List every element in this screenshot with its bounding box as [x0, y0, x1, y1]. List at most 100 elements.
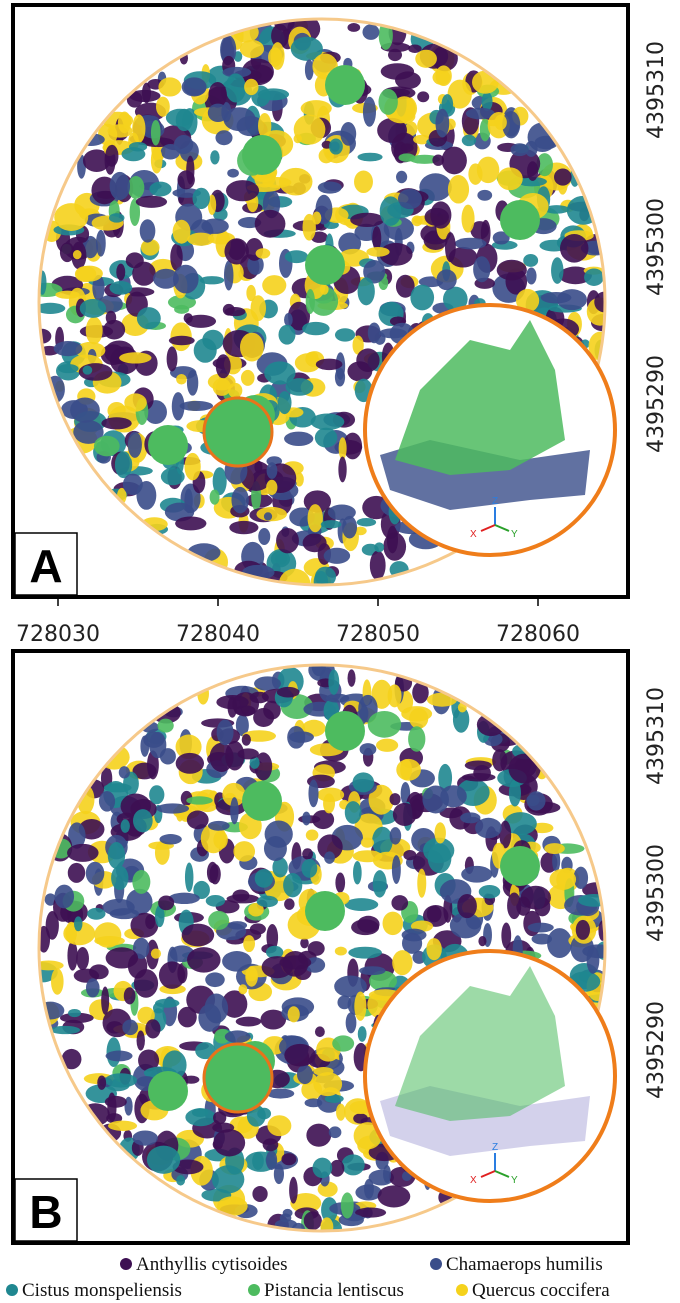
vegetation-patch	[176, 374, 187, 385]
panel-label: B	[29, 1186, 62, 1238]
vegetation-patch	[363, 97, 376, 127]
inset-axis-label: Z	[492, 1142, 498, 1153]
vegetation-patch	[159, 961, 185, 988]
x-tick-label: 728040	[176, 622, 260, 647]
shrub	[325, 711, 365, 751]
vegetation-patch	[305, 1098, 323, 1107]
vegetation-patch	[554, 169, 572, 186]
vegetation-patch	[238, 748, 259, 759]
vegetation-patch	[236, 1017, 262, 1027]
shrub	[242, 135, 282, 175]
vegetation-patch	[182, 924, 215, 947]
vegetation-patch	[302, 812, 311, 826]
vegetation-patch	[252, 1186, 267, 1202]
vegetation-patch	[176, 1175, 185, 1186]
vegetation-patch	[361, 837, 374, 847]
vegetation-patch	[101, 417, 131, 429]
vegetation-patch	[417, 91, 429, 102]
vegetation-patch	[335, 368, 345, 387]
vegetation-patch	[311, 413, 345, 430]
vegetation-patch	[124, 987, 136, 1004]
inset-axis-label: X	[470, 1175, 477, 1186]
vegetation-patch	[358, 1026, 367, 1042]
vegetation-patch	[174, 305, 189, 314]
vegetation-patch	[328, 670, 339, 695]
vegetation-patch	[225, 1030, 251, 1043]
vegetation-patch	[187, 810, 209, 829]
vegetation-patch	[185, 863, 193, 892]
legend-label: Anthyllis cytisoides	[136, 1254, 287, 1275]
vegetation-patch	[226, 73, 246, 102]
vegetation-patch	[457, 894, 477, 918]
vegetation-patch	[94, 936, 125, 946]
vegetation-patch	[285, 250, 308, 263]
vegetation-patch	[278, 325, 295, 345]
vegetation-patch	[368, 711, 401, 738]
vegetation-patch	[338, 456, 346, 482]
inset-axis-label: Y	[511, 1175, 518, 1186]
vegetation-patch	[230, 797, 239, 824]
vegetation-patch	[133, 809, 153, 832]
vegetation-patch	[255, 210, 286, 238]
vegetation-patch	[289, 1177, 298, 1204]
vegetation-patch	[321, 520, 342, 528]
vegetation-patch	[460, 812, 480, 823]
vegetation-patch	[303, 533, 327, 552]
vegetation-patch	[68, 863, 85, 883]
vegetation-patch	[393, 803, 417, 826]
figure: ZXYA439531043953004395290ZXYB43953104395…	[0, 0, 680, 1303]
vegetation-patch	[454, 238, 486, 250]
vegetation-patch	[80, 299, 106, 318]
vegetation-patch	[435, 822, 446, 843]
vegetation-patch	[187, 947, 221, 973]
vegetation-patch	[315, 428, 337, 448]
vegetation-patch	[151, 147, 163, 174]
vegetation-patch	[86, 317, 103, 345]
vegetation-patch	[126, 252, 144, 268]
vegetation-patch	[315, 1026, 325, 1037]
vegetation-patch	[305, 60, 314, 81]
vegetation-patch	[101, 987, 109, 1015]
vegetation-patch	[134, 969, 158, 998]
vegetation-patch	[428, 843, 452, 873]
vegetation-patch	[67, 844, 99, 862]
vegetation-patch	[149, 732, 166, 758]
vegetation-patch	[240, 333, 264, 362]
vegetation-patch	[308, 941, 325, 956]
vegetation-patch	[492, 749, 507, 771]
vegetation-patch	[119, 766, 130, 778]
vegetation-patch	[124, 393, 147, 411]
vegetation-patch	[149, 182, 171, 197]
vegetation-patch	[60, 242, 75, 262]
inset-axis-label: Z	[492, 496, 498, 507]
vegetation-patch	[87, 908, 105, 920]
vegetation-patch	[121, 819, 130, 833]
vegetation-patch	[527, 161, 538, 181]
vegetation-patch	[180, 401, 214, 411]
vegetation-patch	[132, 870, 150, 894]
vegetation-patch	[551, 257, 563, 284]
vegetation-patch	[342, 1154, 365, 1175]
vegetation-patch	[68, 1009, 81, 1017]
vegetation-patch	[288, 1006, 300, 1022]
vegetation-patch	[158, 895, 174, 910]
vegetation-patch	[215, 130, 232, 145]
vegetation-patch	[265, 820, 293, 847]
vegetation-patch	[550, 869, 577, 890]
vegetation-patch	[233, 841, 255, 861]
vegetation-patch	[318, 182, 342, 194]
vegetation-patch	[55, 291, 79, 299]
vegetation-patch	[342, 516, 357, 539]
shrub	[500, 200, 540, 240]
vegetation-patch	[51, 968, 64, 995]
vegetation-patch	[97, 1076, 106, 1090]
shrub	[148, 1071, 188, 1111]
vegetation-patch	[388, 49, 402, 61]
vegetation-patch	[108, 842, 125, 869]
vegetation-patch	[96, 230, 106, 257]
vegetation-patch	[271, 42, 285, 70]
vegetation-patch	[417, 869, 426, 898]
vegetation-patch	[436, 269, 456, 290]
vegetation-patch	[302, 322, 329, 335]
vegetation-patch	[341, 1192, 354, 1218]
